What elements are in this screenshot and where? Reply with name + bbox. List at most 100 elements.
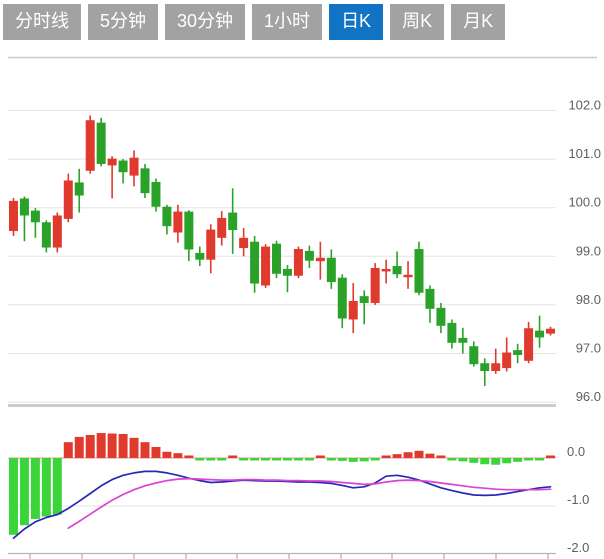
macd-bar [491,458,501,465]
candle-body [85,120,95,171]
macd-bar [315,455,325,458]
candle-body [370,267,380,303]
macd-bar [217,458,227,461]
macd-bar [293,458,303,461]
dif-line [12,470,552,540]
tab-30min[interactable]: 30分钟 [165,4,246,40]
candle-body [250,241,260,284]
macd-bar [250,458,260,461]
macd-bar [272,458,282,461]
candle-body [52,215,62,248]
dea-line [67,477,552,529]
macd-bar [414,450,424,458]
candle-body [282,268,292,276]
macd-bar [348,458,358,462]
price-axis-labels: 102.0 101.0 100.0 99.0 98.0 97.0 96.0 [568,98,601,405]
macd-bar [447,458,457,461]
macd-bar [282,458,292,461]
macd-tick-label: -2.0 [567,540,589,555]
candle-body [359,296,369,303]
macd-bar [261,458,271,461]
candle-body [162,206,172,227]
tab-1hour[interactable]: 1小时 [252,4,323,40]
price-tick-label: 97.0 [576,341,601,356]
candle-body [458,337,468,343]
candle-body [129,157,139,176]
candle-body [96,122,106,164]
macd-bar [85,434,95,458]
candles [8,115,556,387]
macd-bar [458,458,468,462]
candle-body [41,222,51,248]
candle-body [272,243,282,274]
macd-bar [41,458,51,517]
candle-body [30,210,40,223]
macd-bar [436,455,446,458]
candle-body [239,237,249,249]
macd-bar [19,458,29,526]
price-tick-label: 102.0 [568,98,601,113]
macd-bar [8,458,18,535]
macd-histogram [8,433,556,535]
macd-bar [392,454,402,458]
macd-bar [162,451,172,458]
price-tick-label: 98.0 [576,292,601,307]
tab-daily-k[interactable]: 日K [329,4,384,40]
candle-body [535,330,545,338]
macd-bar [195,458,205,461]
candle-body [184,211,194,250]
candle-body [173,211,183,233]
candle-body [447,322,457,343]
macd-bar [304,458,314,461]
macd-bar [403,452,413,458]
macd-bar [96,433,106,458]
price-tick-label: 100.0 [568,195,601,210]
candle-body [337,277,347,319]
candle-body [195,252,205,260]
macd-bar [184,455,194,458]
tab-monthly-k[interactable]: 月K [451,4,506,40]
candle-body [261,246,271,286]
macd-bar [228,455,238,458]
macd-axis-labels: 0.0 -1.0 -2.0 [567,444,589,555]
tab-5min[interactable]: 5分钟 [88,4,159,40]
macd-bar [425,453,435,458]
candle-body [502,352,512,369]
macd-bar [129,437,139,458]
candle-body [425,288,435,309]
candle-body [414,249,424,293]
macd-bar [535,458,545,461]
macd-bar [502,458,512,464]
macd-bar [337,458,347,461]
tab-timeline[interactable]: 分时线 [3,4,81,40]
macd-bar [107,433,117,458]
candle-body [480,363,490,371]
macd-bar [206,458,216,461]
candle-body [293,249,303,276]
macd-bar [239,458,249,461]
price-tick-label: 96.0 [576,389,601,404]
candle-body [524,328,534,361]
macd-tick-label: -1.0 [567,492,589,507]
candle-body [326,257,336,283]
candle-body [8,200,18,232]
candle-body [118,160,128,173]
candle-body [217,217,227,238]
macd-bar [546,455,556,458]
macd-bar [74,436,84,458]
candle-body [107,158,117,166]
timeframe-toolbar: 分时线 5分钟 30分钟 1小时 日K 周K 月K [3,4,506,40]
price-tick-label: 101.0 [568,146,601,161]
candle-body [140,168,150,194]
candle-body [228,212,238,231]
macd-bar [513,458,523,462]
macd-bar [52,458,62,515]
macd-bar [359,458,369,462]
macd-bar [469,458,479,463]
candle-body [348,301,358,320]
macd-bar [326,458,336,461]
candle-body [436,307,446,326]
candle-body [63,180,73,219]
tab-weekly-k[interactable]: 周K [390,4,445,40]
